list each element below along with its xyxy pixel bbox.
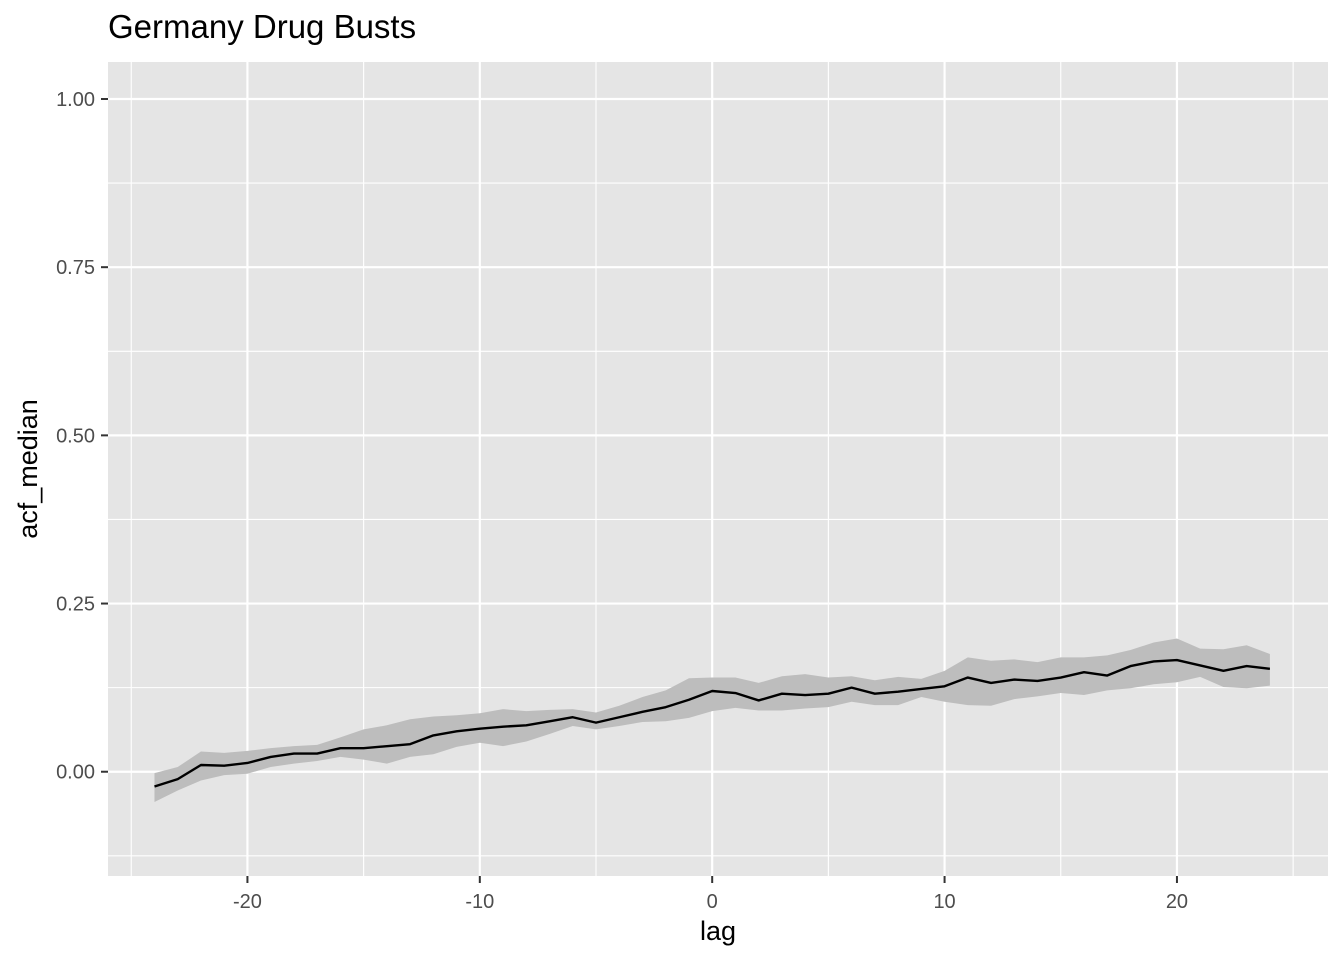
- y-tick-label: 0.25: [56, 594, 95, 616]
- y-axis-title: acf_median: [13, 399, 43, 539]
- y-tick-label: 1.00: [56, 89, 95, 111]
- x-tick-label: 20: [1166, 891, 1188, 913]
- x-tick-label: -10: [465, 891, 494, 913]
- median-line: [154, 658, 1271, 788]
- y-tick-label: 0.50: [56, 425, 95, 447]
- x-axis: -20 -10 0 10 20: [233, 876, 1188, 913]
- y-axis: 0.00 0.25 0.50 0.75 1.00: [56, 89, 108, 784]
- x-tick-label: 0: [707, 891, 718, 913]
- chart-title: Germany Drug Busts: [108, 8, 417, 45]
- x-axis-title: lag: [700, 916, 736, 946]
- median-line-layer: [154, 658, 1271, 788]
- y-tick-label: 0.00: [56, 762, 95, 784]
- x-tick-label: -20: [233, 891, 262, 913]
- confidence-ribbon: [154, 638, 1270, 802]
- major-gridlines: [108, 62, 1328, 876]
- plot-panel: [108, 62, 1328, 876]
- x-tick-label: 10: [933, 891, 955, 913]
- confidence-ribbon-layer: [154, 638, 1270, 802]
- y-tick-label: 0.75: [56, 257, 95, 279]
